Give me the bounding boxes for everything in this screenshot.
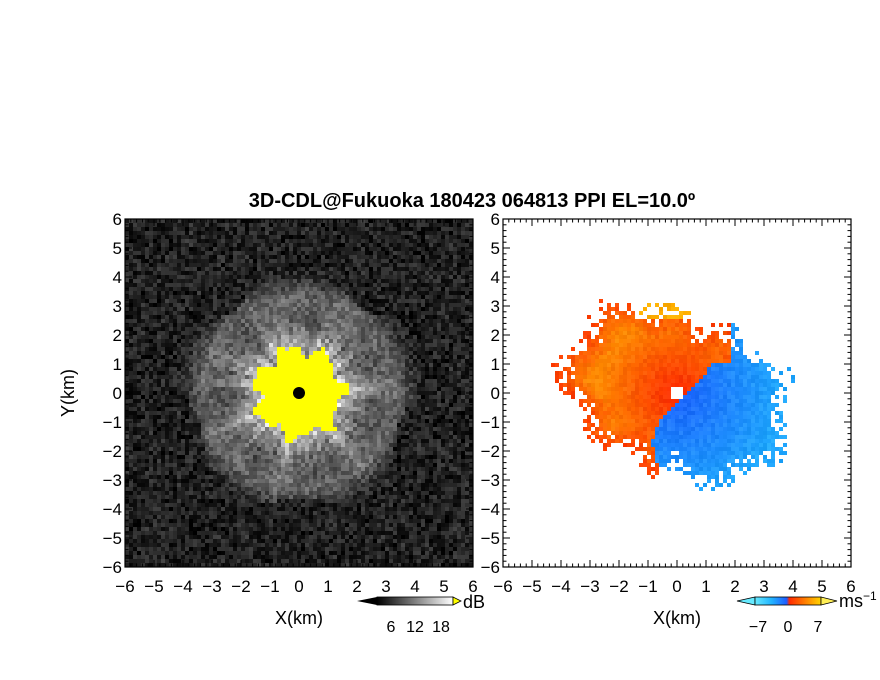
x-tick-label: −1 xyxy=(260,577,279,596)
right-colorbar-unit: ms−1 xyxy=(839,589,877,611)
left-heatmap xyxy=(125,219,473,567)
left-y-axis-label: Y(km) xyxy=(58,369,78,417)
left-panel: −6 −5 −4 −3 −2 −1 0 1 2 3 4 5 6 6 5 4 3 2 1 0 −1 −2 −3 −4 −5 −6 X… xyxy=(58,210,478,628)
right-colorbar-tick-label: 7 xyxy=(814,619,823,636)
x-tick-label: 1 xyxy=(701,577,710,596)
right-colorbar-high-arrow xyxy=(820,596,838,606)
right-colorbar-tick-label: −7 xyxy=(749,619,767,636)
y-tick-label: 2 xyxy=(113,326,122,345)
right-colorbar-low-arrow xyxy=(736,596,756,606)
right-colorbar-unit-exponent: −1 xyxy=(863,589,877,603)
x-tick-label: 2 xyxy=(730,577,739,596)
x-tick-label: 5 xyxy=(817,577,826,596)
y-tick-label: 3 xyxy=(491,297,500,316)
x-tick-label: 6 xyxy=(468,577,477,596)
y-tick-label: −5 xyxy=(103,529,122,548)
right-heatmap xyxy=(551,299,795,491)
y-tick-label: 5 xyxy=(113,239,122,258)
left-colorbar-tick-label: 6 xyxy=(387,619,396,636)
x-tick-label: −4 xyxy=(551,577,570,596)
y-tick-label: −3 xyxy=(481,471,500,490)
x-tick-label: −2 xyxy=(231,577,250,596)
y-tick-label: 1 xyxy=(113,355,122,374)
x-tick-label: −5 xyxy=(144,577,163,596)
x-tick-label: 0 xyxy=(672,577,681,596)
x-tick-label: 3 xyxy=(759,577,768,596)
x-tick-label: 4 xyxy=(788,577,797,596)
left-colorbar-high-arrow xyxy=(452,596,462,606)
y-tick-label: −1 xyxy=(481,413,500,432)
x-tick-label: 4 xyxy=(410,577,419,596)
radar-site-marker xyxy=(672,388,682,398)
y-tick-label: −5 xyxy=(481,529,500,548)
y-tick-label: 0 xyxy=(491,384,500,403)
left-colorbar-low-arrow xyxy=(357,597,377,605)
left-colorbar: dB 6 12 18 xyxy=(357,592,485,636)
right-x-axis-label: X(km) xyxy=(653,608,701,628)
x-tick-label: 2 xyxy=(352,577,361,596)
x-tick-label: −5 xyxy=(522,577,541,596)
y-tick-label: −1 xyxy=(103,413,122,432)
y-tick-label: −6 xyxy=(481,558,500,577)
y-tick-label: 3 xyxy=(113,297,122,316)
x-tick-label: −4 xyxy=(173,577,192,596)
y-tick-label: 5 xyxy=(491,239,500,258)
x-tick-label: 1 xyxy=(323,577,332,596)
left-colorbar-tick-label: 18 xyxy=(432,619,450,636)
y-tick-label: −2 xyxy=(103,442,122,461)
x-tick-label: −6 xyxy=(115,577,134,596)
right-colorbar-unit-base: ms xyxy=(839,591,863,611)
left-x-axis-label: X(km) xyxy=(275,608,323,628)
x-tick-label: −3 xyxy=(202,577,221,596)
x-tick-label: −3 xyxy=(580,577,599,596)
x-tick-label: −6 xyxy=(493,577,512,596)
left-colorbar-bar xyxy=(376,596,454,606)
right-colorbar-tick-label: 0 xyxy=(784,619,793,636)
y-tick-label: 6 xyxy=(113,210,122,229)
y-tick-label: 4 xyxy=(491,268,500,287)
left-axis-ticks: −6 −5 −4 −3 −2 −1 0 1 2 3 4 5 6 6 5 4 3 2 1 0 −1 −2 −3 −4 −5 −6 xyxy=(103,210,478,596)
right-axis-ticks: −6 −5 −4 −3 −2 −1 0 1 2 3 4 5 6 6 5 4 3 2 1 0 −1 −2 −3 −4 −5 −6 xyxy=(481,210,856,596)
left-colorbar-tick-label: 12 xyxy=(406,619,424,636)
y-tick-label: −3 xyxy=(103,471,122,490)
radar-site-marker xyxy=(293,387,305,399)
y-tick-label: −4 xyxy=(481,500,500,519)
x-tick-label: 0 xyxy=(294,577,303,596)
y-tick-label: −6 xyxy=(103,558,122,577)
x-tick-label: 3 xyxy=(381,577,390,596)
y-tick-label: 0 xyxy=(113,384,122,403)
y-tick-label: −4 xyxy=(103,500,122,519)
chart-title: 3D-CDL@Fukuoka 180423 064813 PPI EL=10.0… xyxy=(249,190,695,212)
y-tick-label: 4 xyxy=(113,268,122,287)
x-tick-label: −2 xyxy=(609,577,628,596)
y-tick-label: 2 xyxy=(491,326,500,345)
y-tick-label: 1 xyxy=(491,355,500,374)
y-tick-label: 6 xyxy=(491,210,500,229)
right-panel: −6 −5 −4 −3 −2 −1 0 1 2 3 4 5 6 6 5 4 3 2 1 0 −1 −2 −3 −4 −5 −6 X… xyxy=(481,210,856,628)
x-tick-label: 6 xyxy=(846,577,855,596)
x-tick-label: 5 xyxy=(439,577,448,596)
right-colorbar: ms−1 −7 0 7 xyxy=(736,589,877,636)
right-colorbar-bar xyxy=(754,596,822,606)
left-colorbar-unit: dB xyxy=(463,592,485,612)
y-tick-label: −2 xyxy=(481,442,500,461)
x-tick-label: −1 xyxy=(638,577,657,596)
